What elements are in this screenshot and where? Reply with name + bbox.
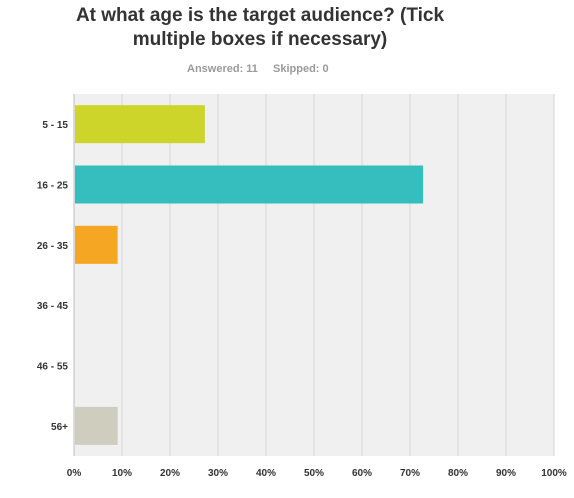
bar xyxy=(75,225,118,264)
x-tick-label: 50% xyxy=(304,468,324,479)
x-tick-label: 40% xyxy=(256,468,276,479)
bar xyxy=(75,105,205,144)
category-label: 36 - 45 xyxy=(37,301,69,312)
x-tick-label: 10% xyxy=(112,468,132,479)
x-tick-label: 30% xyxy=(208,468,228,479)
category-label: 26 - 35 xyxy=(37,241,69,252)
question-title: At what age is the target audience? (Tic… xyxy=(40,4,480,52)
x-tick-label: 70% xyxy=(400,468,420,479)
x-tick-label: 20% xyxy=(160,468,180,479)
category-label: 5 - 15 xyxy=(42,120,68,131)
category-label: 46 - 55 xyxy=(37,362,69,373)
bar xyxy=(75,165,424,204)
answered-count: Answered: 11 xyxy=(187,63,258,75)
category-label: 56+ xyxy=(51,422,68,433)
x-tick-label: 90% xyxy=(496,468,516,479)
question-title-line-2: multiple boxes if necessary) xyxy=(132,29,388,50)
category-label: 16 - 25 xyxy=(37,181,69,192)
bar xyxy=(75,406,118,445)
x-tick-label: 0% xyxy=(67,468,82,479)
question-title-line-1: At what age is the target audience? (Tic… xyxy=(75,5,445,26)
x-tick-label: 100% xyxy=(541,468,567,479)
skipped-count: Skipped: 0 xyxy=(273,63,329,75)
x-tick-label: 80% xyxy=(448,468,468,479)
x-tick-label: 60% xyxy=(352,468,372,479)
